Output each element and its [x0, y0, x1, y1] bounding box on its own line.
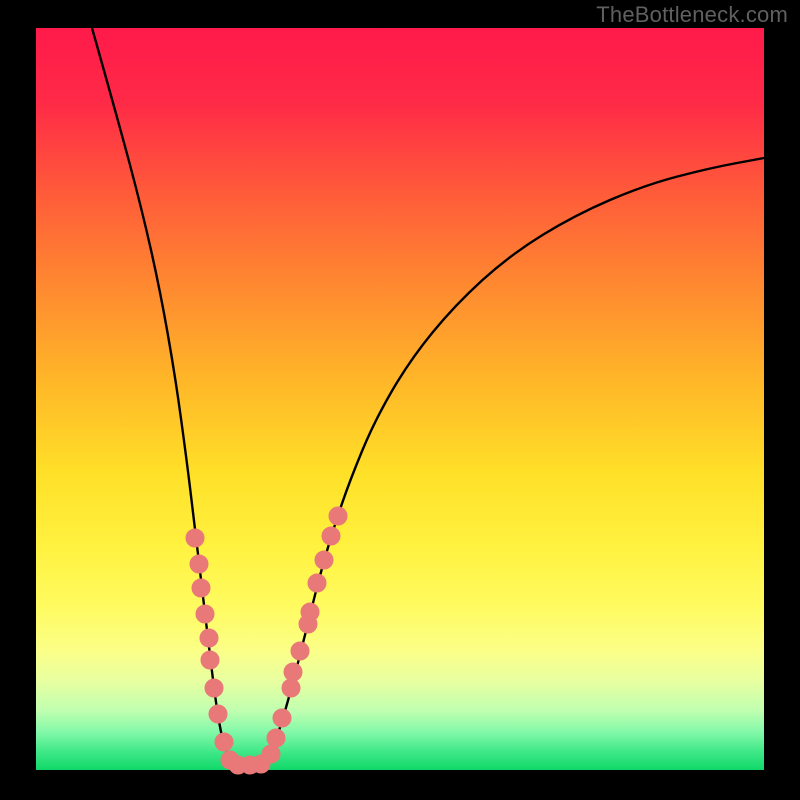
marker-dot	[267, 729, 285, 747]
marker-dot	[201, 651, 219, 669]
marker-dot	[273, 709, 291, 727]
plot-background-gradient	[36, 28, 764, 770]
marker-dot	[215, 733, 233, 751]
marker-dot	[205, 679, 223, 697]
marker-dot	[209, 705, 227, 723]
marker-dot	[299, 615, 317, 633]
marker-dot	[322, 527, 340, 545]
watermark-text: TheBottleneck.com	[596, 2, 788, 28]
marker-dot	[291, 642, 309, 660]
chart-svg	[0, 0, 800, 800]
marker-dot	[196, 605, 214, 623]
marker-dot	[190, 555, 208, 573]
marker-dot	[186, 529, 204, 547]
marker-dot	[315, 551, 333, 569]
marker-dot	[282, 679, 300, 697]
chart-root: TheBottleneck.com	[0, 0, 800, 800]
marker-dot	[200, 629, 218, 647]
marker-dot	[308, 574, 326, 592]
marker-dot	[262, 745, 280, 763]
marker-dot	[284, 663, 302, 681]
marker-dot	[329, 507, 347, 525]
marker-dot	[192, 579, 210, 597]
